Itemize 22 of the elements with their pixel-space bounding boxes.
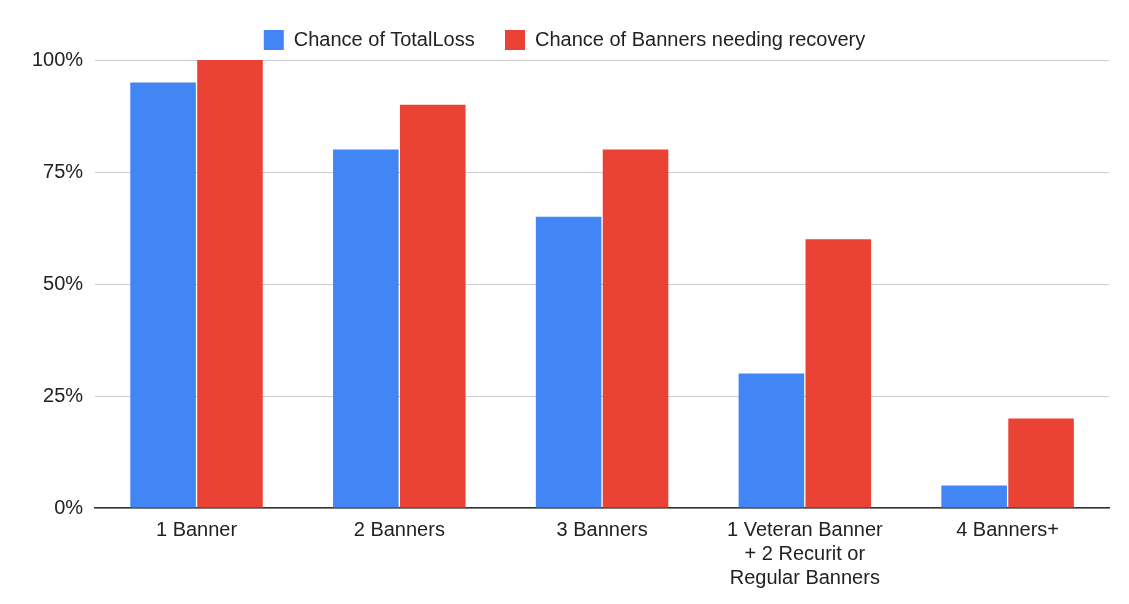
bar <box>738 373 805 508</box>
y-tick-label: 50% <box>43 271 84 294</box>
y-tick-label: 75% <box>43 159 84 182</box>
y-tick-label: 0% <box>54 495 84 518</box>
bar <box>130 82 196 508</box>
bar <box>602 149 669 508</box>
x-tick-label: 4 Banners+ <box>956 517 1060 540</box>
bar <box>1008 418 1074 508</box>
x-tick-label: 2 Banners <box>353 517 445 540</box>
legend-label: Chance of Banners needing recovery <box>535 27 866 50</box>
bar <box>805 239 872 508</box>
y-tick-label: 25% <box>43 383 84 406</box>
bar <box>535 216 602 508</box>
bar <box>333 149 399 508</box>
bar <box>941 485 1007 508</box>
x-tick-label: 1 Veteran Banner + 2 Recurit or Regular Banners <box>727 517 884 588</box>
x-tick-label: 1 Banner <box>155 517 238 540</box>
legend-label: Chance of TotalLoss <box>293 27 475 50</box>
x-tick-label: 3 Banners <box>556 517 648 540</box>
bar <box>197 60 263 508</box>
bar <box>399 104 466 508</box>
y-tick-label: 100% <box>32 47 84 70</box>
